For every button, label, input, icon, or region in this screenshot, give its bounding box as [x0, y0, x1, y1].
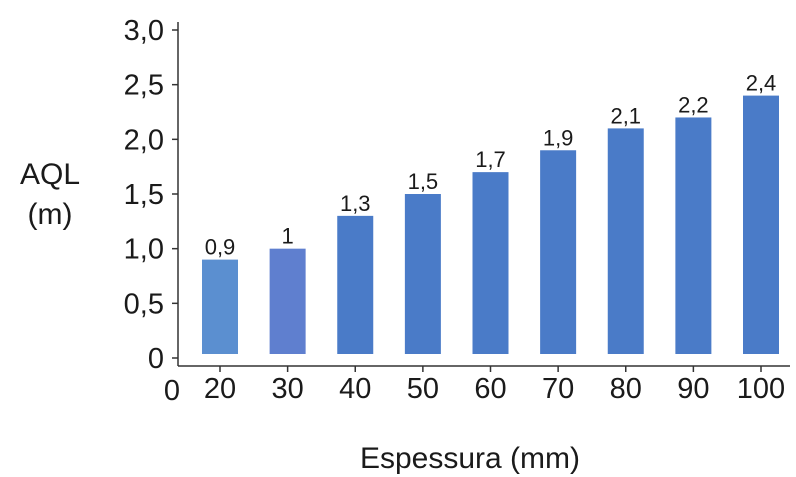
y-tick-label: 2,0 [124, 124, 164, 156]
x-axis-label: Espessura (mm) [359, 442, 581, 475]
x-tick-label: 60 [474, 373, 506, 405]
bar [743, 95, 779, 354]
data-label: 2,1 [610, 103, 641, 128]
bar [472, 172, 509, 354]
data-label: 1,7 [475, 147, 506, 172]
bar [675, 117, 712, 354]
y-axis-label-line-1: AQL [19, 158, 81, 191]
data-label: 1,3 [340, 191, 371, 216]
bar [269, 248, 306, 354]
bar [404, 194, 441, 354]
y-tick-label: 0 [148, 343, 164, 375]
x-tick-label: 100 [737, 373, 785, 405]
y-tick-label: 1,5 [124, 179, 164, 211]
x-tick-label: 20 [204, 373, 236, 405]
data-label: 1,5 [408, 169, 439, 194]
x-origin-label: 0 [164, 375, 180, 407]
data-label: 1,9 [543, 125, 574, 150]
x-tick-label: 40 [339, 373, 371, 405]
bar [607, 128, 644, 354]
bar [540, 150, 577, 354]
x-tick-label: 90 [677, 373, 709, 405]
y-tick-label: 0,5 [124, 288, 164, 320]
data-label: 2,2 [678, 92, 709, 117]
y-axis-label-line-2: (m) [27, 198, 73, 231]
x-tick-label: 80 [610, 373, 642, 405]
axes: 0 0,5 1,0 1,5 2,0 2,5 3,0 0 20 30 40 50 60 70 80 90 100 [124, 15, 790, 407]
x-tick-label: 50 [407, 373, 439, 405]
y-tick-label: 1,0 [124, 234, 164, 266]
data-label: 2,4 [746, 71, 777, 96]
data-label: 1 [282, 224, 294, 249]
y-tick-label: 2,5 [124, 70, 164, 102]
bars: 0,9 1 1,3 1,5 1,7 1,9 2,1 2,2 2,4 [202, 71, 779, 354]
y-tick-label: 3,0 [124, 15, 164, 47]
x-tick-label: 30 [271, 373, 303, 405]
data-label: 0,9 [205, 235, 236, 260]
bar [202, 259, 238, 354]
x-tick-label: 70 [542, 373, 574, 405]
bar [337, 215, 374, 354]
